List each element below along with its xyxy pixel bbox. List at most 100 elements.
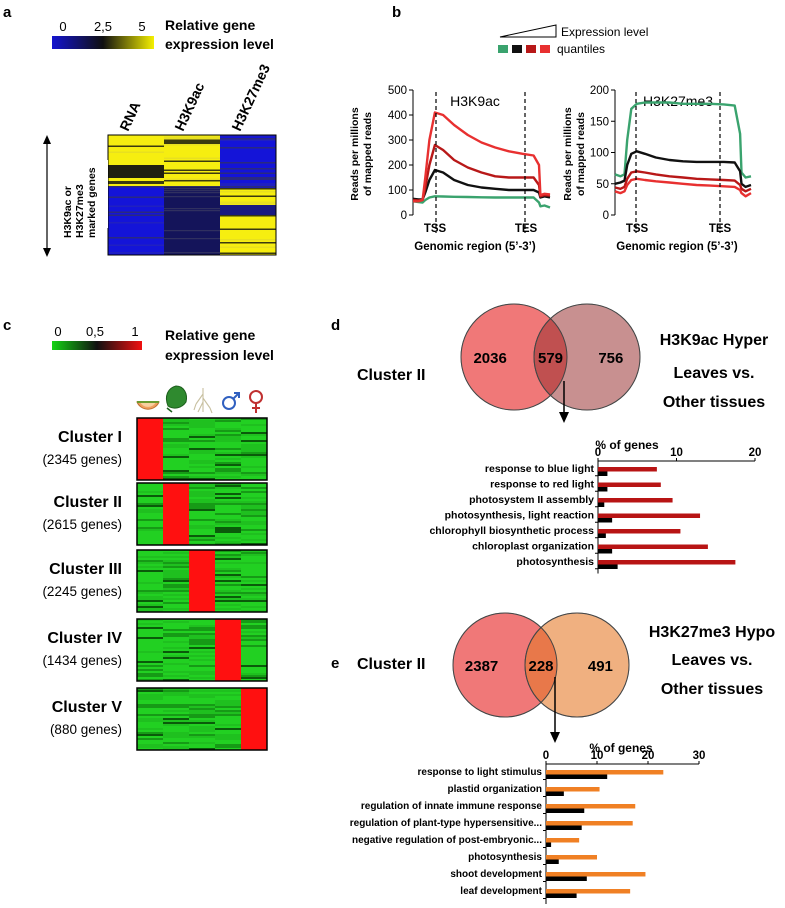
heatmap-cell (241, 497, 267, 500)
heatmap-cell (189, 665, 215, 668)
heatmap-cell (215, 576, 241, 579)
heatmap-cell (189, 521, 215, 524)
heatmap (108, 135, 276, 255)
heatmap-cell (137, 517, 163, 520)
category-label: regulation of plant-type hypersensitive.… (350, 818, 542, 829)
heatmap-cell (163, 483, 189, 545)
heatmap-cell (137, 558, 163, 561)
heatmap-cell (241, 592, 267, 595)
heatmap-cell (215, 525, 241, 528)
heatmap-cell (189, 466, 215, 469)
heatmap-cell (137, 639, 163, 642)
heatmap-cell (241, 576, 267, 579)
heatmap-cell (163, 474, 189, 477)
heatmap-row (220, 160, 276, 163)
heatmap-cell (215, 418, 241, 421)
heatmap-cell (215, 535, 241, 538)
panel-label: e (331, 655, 339, 672)
heatmap-block (108, 165, 164, 178)
bar (546, 876, 587, 881)
heatmap-row (108, 208, 164, 211)
heatmap-cell (163, 430, 189, 433)
heatmap-cell (189, 657, 215, 660)
heatmap-cell (241, 529, 267, 532)
heatmap-cell (163, 450, 189, 453)
heatmap-cell (137, 698, 163, 701)
heatmap-row (220, 141, 276, 143)
heatmap-cell (163, 673, 189, 676)
heatmap-cell (241, 590, 267, 593)
heatmap-cell (137, 552, 163, 555)
heatmap-cell (215, 454, 241, 457)
heatmap-row (108, 141, 164, 143)
heatmap-cell (163, 657, 189, 660)
heatmap-row (164, 147, 220, 149)
heatmap-cell (137, 596, 163, 599)
line-chart-h3k9ac: 0 100 200 300 400 500 (388, 85, 551, 233)
heatmap-row (164, 171, 220, 173)
heatmap-cell (241, 580, 267, 583)
heatmap-row (108, 154, 164, 157)
heatmap-cell (189, 726, 215, 729)
heatmap-cell (137, 487, 163, 490)
heatmap-row (108, 157, 164, 160)
heatmap-row (220, 145, 276, 148)
heatmap-cell (215, 491, 241, 494)
heatmap-row (220, 200, 276, 202)
heatmap-border (136, 549, 268, 613)
heatmap-cell (241, 493, 267, 496)
heatmap-cell (137, 503, 163, 506)
bar-chart-h3k27me3: 0 10 20 30 response to light stimulus plastid… (350, 750, 705, 904)
heatmap-cell (137, 537, 163, 540)
heatmap-cell (189, 458, 215, 461)
heatmap-cell (163, 720, 189, 723)
heatmap-cell (215, 558, 241, 561)
heatmap-row (220, 245, 276, 247)
heatmap-cell (137, 489, 163, 492)
heatmap-cell (163, 645, 189, 648)
heatmap-cell (189, 418, 215, 421)
heatmap-cell (241, 637, 267, 640)
heatmap-cell (189, 649, 215, 652)
heatmap-border (136, 618, 268, 682)
bar (546, 825, 582, 830)
heatmap-cell (215, 440, 241, 443)
scale-tick: 5 (138, 19, 145, 34)
heatmap-row (220, 148, 276, 151)
heatmap-cell (137, 671, 163, 674)
heatmap-cell (163, 738, 189, 741)
heatmap-row (108, 142, 164, 145)
heatmap-cell (241, 647, 267, 650)
series-line (413, 111, 551, 203)
heatmap-cell (241, 627, 267, 630)
heatmap-cell (137, 527, 163, 530)
heatmap-cell (241, 621, 267, 624)
heatmap-cell (215, 483, 241, 486)
y-tick-label: 100 (388, 185, 407, 197)
heatmap-row (108, 219, 164, 221)
heatmap-row (220, 138, 276, 140)
heatmap-cell (137, 564, 163, 567)
bar (546, 889, 631, 894)
heatmap-cell (137, 627, 163, 630)
heatmap-row (220, 198, 276, 201)
heatmap-row (220, 197, 276, 199)
heatmap-cell (215, 468, 241, 471)
heatmap-cell (163, 746, 189, 749)
heatmap-cell (189, 667, 215, 670)
heatmap-cell (137, 702, 163, 705)
category-label: photosynthesis (468, 852, 542, 863)
heatmap-cell (241, 602, 267, 605)
heatmap-cell (241, 598, 267, 601)
heatmap-cell (137, 724, 163, 727)
heatmap-cell (241, 631, 267, 634)
panel-c: c 0 0,5 1 Relative gene expression level… (3, 317, 274, 751)
arrow-down-icon (43, 248, 51, 257)
heatmap-row (220, 135, 276, 137)
legend-swatch (512, 45, 522, 53)
heatmap-cell (241, 517, 267, 520)
scale-tick: 1 (131, 324, 138, 339)
heatmap-row (164, 154, 220, 157)
heatmap-row (220, 157, 276, 160)
heatmap-cell (241, 531, 267, 534)
